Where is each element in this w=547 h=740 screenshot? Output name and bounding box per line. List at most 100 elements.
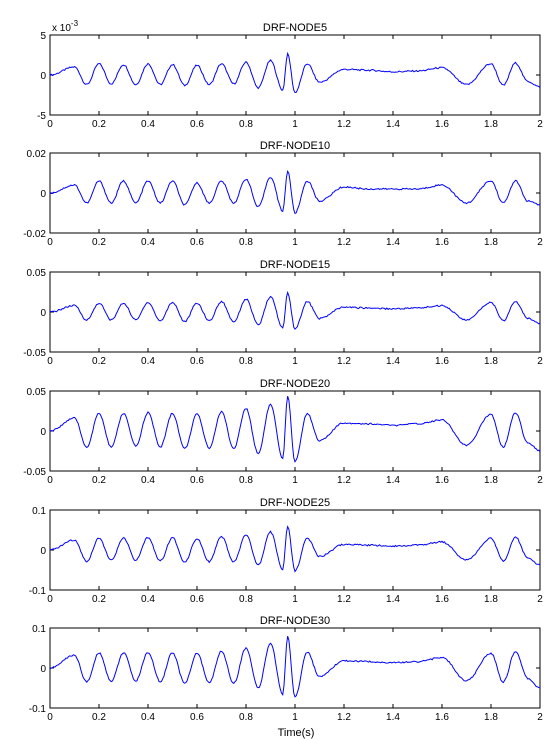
x-tick-label: 0.2 xyxy=(92,356,106,367)
x-tick-label: 0.4 xyxy=(141,356,155,367)
x-tick-label: 0.4 xyxy=(141,594,155,605)
y-tick-label: 0 xyxy=(40,546,46,557)
series-line xyxy=(49,51,541,93)
y-tick-label: 0.05 xyxy=(27,268,47,279)
x-tick-label: 1.4 xyxy=(386,475,400,486)
x-tick-label: 1.2 xyxy=(337,475,351,486)
y-tick-label: -0.02 xyxy=(23,229,46,240)
y-tick-label: -0.05 xyxy=(23,348,46,359)
x-tick-label: 1.6 xyxy=(435,237,449,248)
series-line xyxy=(49,636,541,698)
x-tick-label: 1 xyxy=(292,594,298,605)
series-line xyxy=(49,525,541,573)
x-tick-label: 0.2 xyxy=(92,594,106,605)
x-tick-label: 0.6 xyxy=(190,594,204,605)
series-line xyxy=(49,169,541,215)
x-tick-label: 0.8 xyxy=(239,356,253,367)
subplot-node-5: DRF-NODE30 0 0.2 0.4 0.6 0.8 1 1.2 1.4 1.6 1.8 2 0.1… xyxy=(29,615,543,723)
x-tick-label: 2 xyxy=(537,356,543,367)
x-tick-label: 1.4 xyxy=(386,356,400,367)
x-tick-label: 0.6 xyxy=(190,119,204,130)
x-tick-label: 2 xyxy=(537,594,543,605)
subplot-title: DRF-NODE5 xyxy=(263,22,327,34)
x-tick-label: 0.2 xyxy=(92,237,106,248)
y-tick-label: 5 xyxy=(40,31,46,42)
x-tick-label: 0.6 xyxy=(190,356,204,367)
x-tick-label: 0.2 xyxy=(92,712,106,723)
subplot-node-3: DRF-NODE20 0 0.2 0.4 0.6 0.8 1 1.2 1.4 1.6 1.8 2 0.0… xyxy=(23,378,543,486)
x-tick-label: 1.6 xyxy=(435,712,449,723)
x-tick-label: 1.6 xyxy=(435,119,449,130)
exponent-power: -3 xyxy=(71,19,79,28)
x-axis-label: Time(s) xyxy=(278,727,315,739)
subplot-node-1: DRF-NODE10 0 0.2 0.4 0.6 0.8 1 1.2 1.4 1.6 1.8 2 0.0… xyxy=(23,140,543,248)
y-tick-label: 0 xyxy=(40,189,46,200)
axes-box xyxy=(49,271,541,353)
subplot-title: DRF-NODE10 xyxy=(260,140,330,152)
x-tick-label: 1.4 xyxy=(386,594,400,605)
subplot-node-2: DRF-NODE15 0 0.2 0.4 0.6 0.8 1 1.2 1.4 1.6 1.8 2 0.0… xyxy=(23,259,543,367)
y-tick-label: 0.1 xyxy=(32,624,46,635)
x-tick-label: 1 xyxy=(292,712,298,723)
x-tick-label: 1 xyxy=(292,475,298,486)
x-tick-label: 1.6 xyxy=(435,356,449,367)
axes-box xyxy=(49,509,541,591)
x-tick-label: 0.2 xyxy=(92,475,106,486)
y-tick-label: -0.1 xyxy=(29,586,47,597)
x-tick-label: 0.4 xyxy=(141,475,155,486)
y-tick-label: 0 xyxy=(40,71,46,82)
x-tick-label: 2 xyxy=(537,712,543,723)
y-tick-label: -5 xyxy=(37,111,46,122)
x-tick-label: 1.2 xyxy=(337,356,351,367)
y-tick-label: -0.05 xyxy=(23,467,46,478)
x-tick-label: 1.2 xyxy=(337,712,351,723)
y-tick-label: 0.1 xyxy=(32,506,46,517)
x-tick-label: 0.8 xyxy=(239,475,253,486)
x-tick-label: 1 xyxy=(292,356,298,367)
y-tick-label: 0 xyxy=(40,664,46,675)
x-tick-label: 0 xyxy=(47,356,53,367)
axes-box xyxy=(49,34,541,116)
x-tick-label: 1.6 xyxy=(435,475,449,486)
x-tick-label: 1 xyxy=(292,237,298,248)
x-tick-label: 0.4 xyxy=(141,119,155,130)
x-tick-label: 0.4 xyxy=(141,712,155,723)
subplot-title: DRF-NODE30 xyxy=(260,615,330,627)
x-tick-label: 1.4 xyxy=(386,119,400,130)
subplot-title: DRF-NODE15 xyxy=(260,259,330,271)
exponent-label: x 10-3 xyxy=(52,19,79,34)
x-tick-label: 1.8 xyxy=(484,119,498,130)
x-tick-label: 0.8 xyxy=(239,712,253,723)
subplot-title: DRF-NODE20 xyxy=(260,378,330,390)
x-tick-label: 0.8 xyxy=(239,119,253,130)
y-tick-label: 0 xyxy=(40,308,46,319)
x-tick-label: 1.8 xyxy=(484,237,498,248)
x-tick-label: 0.8 xyxy=(239,594,253,605)
exponent-base: x 10 xyxy=(52,23,71,34)
x-tick-label: 1.8 xyxy=(484,475,498,486)
series-line xyxy=(49,396,541,463)
x-tick-label: 2 xyxy=(537,475,543,486)
x-tick-label: 0 xyxy=(47,119,53,130)
series-line xyxy=(49,290,541,330)
x-tick-label: 0.6 xyxy=(190,475,204,486)
x-tick-label: 0 xyxy=(47,712,53,723)
y-tick-label: 0.05 xyxy=(27,387,47,398)
y-tick-label: 0 xyxy=(40,427,46,438)
y-tick-label: -0.1 xyxy=(29,704,47,715)
axes-box xyxy=(49,390,541,472)
x-tick-label: 0 xyxy=(47,594,53,605)
x-tick-label: 1.8 xyxy=(484,356,498,367)
x-tick-label: 0.4 xyxy=(141,237,155,248)
subplot-node-0: DRF-NODE5 x 10-3 0 0.2 0.4 0.6 0.8 1 1.2 1.4 1.6 1.… xyxy=(37,19,543,130)
x-tick-label: 1 xyxy=(292,119,298,130)
subplot-grid: DRF-NODE5 x 10-3 0 0.2 0.4 0.6 0.8 1 1.2 1.4 1.6 1.… xyxy=(23,19,543,723)
x-tick-label: 2 xyxy=(537,237,543,248)
x-tick-label: 0 xyxy=(47,237,53,248)
x-tick-label: 0 xyxy=(47,475,53,486)
x-tick-label: 0.8 xyxy=(239,237,253,248)
axes-box xyxy=(49,152,541,234)
x-tick-label: 1.6 xyxy=(435,594,449,605)
x-tick-label: 1.2 xyxy=(337,119,351,130)
